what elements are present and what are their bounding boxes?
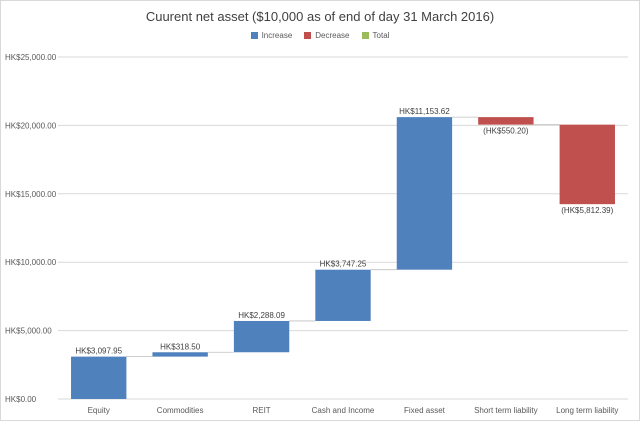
chart-legend: Increase Decrease Total: [0, 31, 640, 40]
legend-item-total: Total: [361, 31, 390, 40]
chart-title: Cuurent net asset ($10,000 as of end of …: [145, 9, 495, 24]
y-tick-label: HK$25,000.00: [5, 53, 57, 62]
x-tick-label: Cash and Income: [312, 406, 375, 415]
data-label: (HK$5,812.39): [561, 206, 613, 215]
legend-label-decrease: Decrease: [315, 31, 350, 40]
legend-label-increase: Increase: [261, 31, 293, 40]
waterfall-bar: [152, 352, 208, 357]
legend-swatch-total: [361, 32, 369, 39]
data-label: HK$11,153.62: [399, 107, 450, 116]
data-label: (HK$550.20): [483, 127, 529, 136]
waterfall-bar: [396, 117, 453, 270]
legend-swatch-decrease: [304, 32, 312, 39]
data-label: HK$3,747.25: [320, 260, 367, 269]
waterfall-bar: [478, 117, 534, 125]
y-tick-label: HK$10,000.00: [5, 258, 57, 267]
x-tick-label: Equity: [88, 406, 110, 415]
y-tick-label: HK$5,000.00: [5, 327, 52, 336]
data-label: HK$2,288.09: [238, 311, 285, 320]
legend-item-increase: Increase: [250, 31, 293, 40]
legend-swatch-increase: [250, 32, 258, 39]
waterfall-bar: [315, 269, 371, 321]
waterfall-bar: [559, 124, 615, 205]
legend-item-decrease: Decrease: [304, 31, 350, 40]
data-label: HK$3,097.95: [75, 347, 122, 356]
x-tick-label: Fixed asset: [404, 406, 446, 415]
waterfall-bar: [233, 320, 290, 353]
y-tick-label: HK$15,000.00: [5, 190, 57, 199]
x-tick-label: Long term liability: [556, 406, 618, 415]
x-tick-label: Commodities: [157, 406, 204, 415]
waterfall-bar: [71, 356, 127, 399]
y-tick-label: HK$0.00: [5, 395, 37, 404]
x-tick-label: REIT: [252, 406, 270, 415]
y-tick-label: HK$20,000.00: [5, 121, 57, 130]
x-tick-label: Short term liability: [474, 406, 538, 415]
legend-label-total: Total: [372, 31, 390, 40]
data-label: HK$318.50: [160, 342, 201, 351]
